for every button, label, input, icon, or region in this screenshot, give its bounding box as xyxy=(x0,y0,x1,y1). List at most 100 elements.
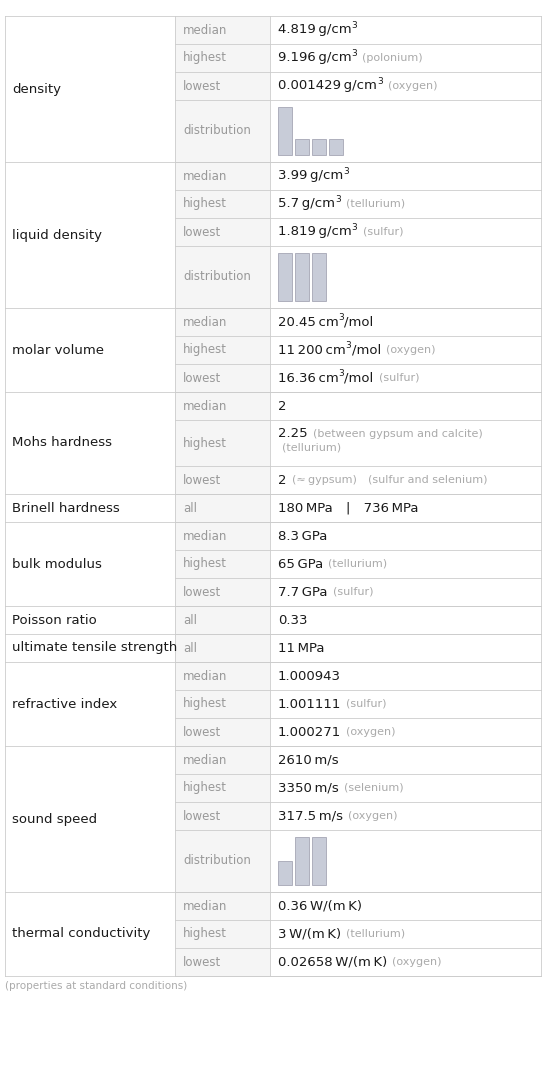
Text: highest: highest xyxy=(183,51,227,64)
Text: (≈ gypsum) (sulfur and selenium): (≈ gypsum) (sulfur and selenium) xyxy=(292,476,487,485)
Text: 3: 3 xyxy=(346,341,352,349)
Text: 180 MPa | 736 MPa: 180 MPa | 736 MPa xyxy=(278,501,418,514)
Text: /mol: /mol xyxy=(345,372,374,384)
Text: median: median xyxy=(183,399,227,412)
Text: highest: highest xyxy=(183,927,227,940)
Text: 1.000271: 1.000271 xyxy=(278,725,341,739)
Text: 16.36 cm: 16.36 cm xyxy=(278,372,339,384)
Text: Mohs hardness: Mohs hardness xyxy=(12,437,112,450)
Bar xyxy=(312,838,326,885)
Text: 4.819 g/cm: 4.819 g/cm xyxy=(278,24,352,36)
Text: median: median xyxy=(183,754,227,767)
Text: 3: 3 xyxy=(377,76,383,86)
Bar xyxy=(175,892,270,976)
Text: (oxygen): (oxygen) xyxy=(386,345,435,355)
Text: lowest: lowest xyxy=(183,810,221,823)
Text: (sulfur): (sulfur) xyxy=(346,699,387,709)
Text: 20.45 cm: 20.45 cm xyxy=(278,316,339,329)
Text: (between gypsum and calcite): (between gypsum and calcite) xyxy=(313,428,482,439)
Text: (sulfur): (sulfur) xyxy=(379,373,419,383)
Text: lowest: lowest xyxy=(183,226,221,239)
Bar xyxy=(295,838,309,885)
Text: all: all xyxy=(183,642,197,654)
Text: median: median xyxy=(183,669,227,682)
Text: 0.33: 0.33 xyxy=(278,614,307,627)
Text: median: median xyxy=(183,900,227,912)
Text: (oxygen): (oxygen) xyxy=(388,81,437,91)
Text: distribution: distribution xyxy=(183,855,251,868)
Text: 317.5 m/s: 317.5 m/s xyxy=(278,810,343,823)
Text: highest: highest xyxy=(183,437,227,450)
Text: 11 MPa: 11 MPa xyxy=(278,642,324,654)
Bar xyxy=(278,253,292,301)
Text: highest: highest xyxy=(183,782,227,795)
Text: all: all xyxy=(183,614,197,627)
Text: highest: highest xyxy=(183,558,227,571)
Text: Poisson ratio: Poisson ratio xyxy=(12,614,97,627)
Text: highest: highest xyxy=(183,344,227,357)
Text: 3.99 g/cm: 3.99 g/cm xyxy=(278,169,343,182)
Text: 0.02658 W/(m K): 0.02658 W/(m K) xyxy=(278,955,387,968)
Text: 3: 3 xyxy=(352,223,358,231)
Text: (polonium): (polonium) xyxy=(363,52,423,63)
Text: sound speed: sound speed xyxy=(12,813,97,826)
Text: 3: 3 xyxy=(352,20,358,30)
Text: median: median xyxy=(183,316,227,329)
Text: liquid density: liquid density xyxy=(12,228,102,241)
Bar xyxy=(175,162,270,308)
Text: (oxygen): (oxygen) xyxy=(348,811,397,821)
Text: 3 W/(m K): 3 W/(m K) xyxy=(278,927,341,940)
Text: 3: 3 xyxy=(335,195,341,203)
Text: 0.001429 g/cm: 0.001429 g/cm xyxy=(278,79,377,92)
Text: distribution: distribution xyxy=(183,124,251,137)
Text: lowest: lowest xyxy=(183,372,221,384)
Text: ultimate tensile strength: ultimate tensile strength xyxy=(12,642,177,654)
Text: lowest: lowest xyxy=(183,473,221,486)
Text: 11 200 cm: 11 200 cm xyxy=(278,344,346,357)
Bar xyxy=(175,308,270,392)
Text: (tellurium): (tellurium) xyxy=(346,929,405,939)
Text: 1.819 g/cm: 1.819 g/cm xyxy=(278,226,352,239)
Text: 8.3 GPa: 8.3 GPa xyxy=(278,529,328,543)
Text: 3: 3 xyxy=(343,166,349,176)
Bar xyxy=(295,139,309,155)
Text: density: density xyxy=(12,82,61,95)
Text: refractive index: refractive index xyxy=(12,697,117,710)
Text: 2: 2 xyxy=(278,399,287,412)
Text: lowest: lowest xyxy=(183,79,221,92)
Bar xyxy=(278,107,292,155)
Text: (sulfur): (sulfur) xyxy=(363,227,403,237)
Text: 5.7 g/cm: 5.7 g/cm xyxy=(278,197,335,211)
Text: 0.36 W/(m K): 0.36 W/(m K) xyxy=(278,900,362,912)
Text: 9.196 g/cm: 9.196 g/cm xyxy=(278,51,352,64)
Bar xyxy=(329,139,343,155)
Text: lowest: lowest xyxy=(183,955,221,968)
Text: (tellurium): (tellurium) xyxy=(282,442,341,453)
Text: distribution: distribution xyxy=(183,271,251,284)
Bar xyxy=(175,662,270,746)
Text: 2.25: 2.25 xyxy=(278,427,307,440)
Bar xyxy=(175,522,270,606)
Text: (oxygen): (oxygen) xyxy=(346,727,396,737)
Text: (sulfur): (sulfur) xyxy=(333,587,373,597)
Text: 1.000943: 1.000943 xyxy=(278,669,341,682)
Text: median: median xyxy=(183,169,227,182)
Text: highest: highest xyxy=(183,197,227,211)
Text: (selenium): (selenium) xyxy=(344,783,403,793)
Bar xyxy=(278,861,292,885)
Bar xyxy=(175,16,270,162)
Text: 3: 3 xyxy=(352,48,358,58)
Text: thermal conductivity: thermal conductivity xyxy=(12,927,150,940)
Text: 2: 2 xyxy=(278,473,287,486)
Bar xyxy=(175,746,270,892)
Text: 3: 3 xyxy=(339,313,345,321)
Text: 65 GPa: 65 GPa xyxy=(278,558,323,571)
Text: 3350 m/s: 3350 m/s xyxy=(278,782,339,795)
Text: 1.001111: 1.001111 xyxy=(278,697,341,710)
Text: 7.7 GPa: 7.7 GPa xyxy=(278,586,328,599)
Text: /mol: /mol xyxy=(352,344,381,357)
Bar xyxy=(175,392,270,494)
Text: lowest: lowest xyxy=(183,725,221,739)
Text: bulk modulus: bulk modulus xyxy=(12,558,102,571)
Text: /mol: /mol xyxy=(345,316,374,329)
